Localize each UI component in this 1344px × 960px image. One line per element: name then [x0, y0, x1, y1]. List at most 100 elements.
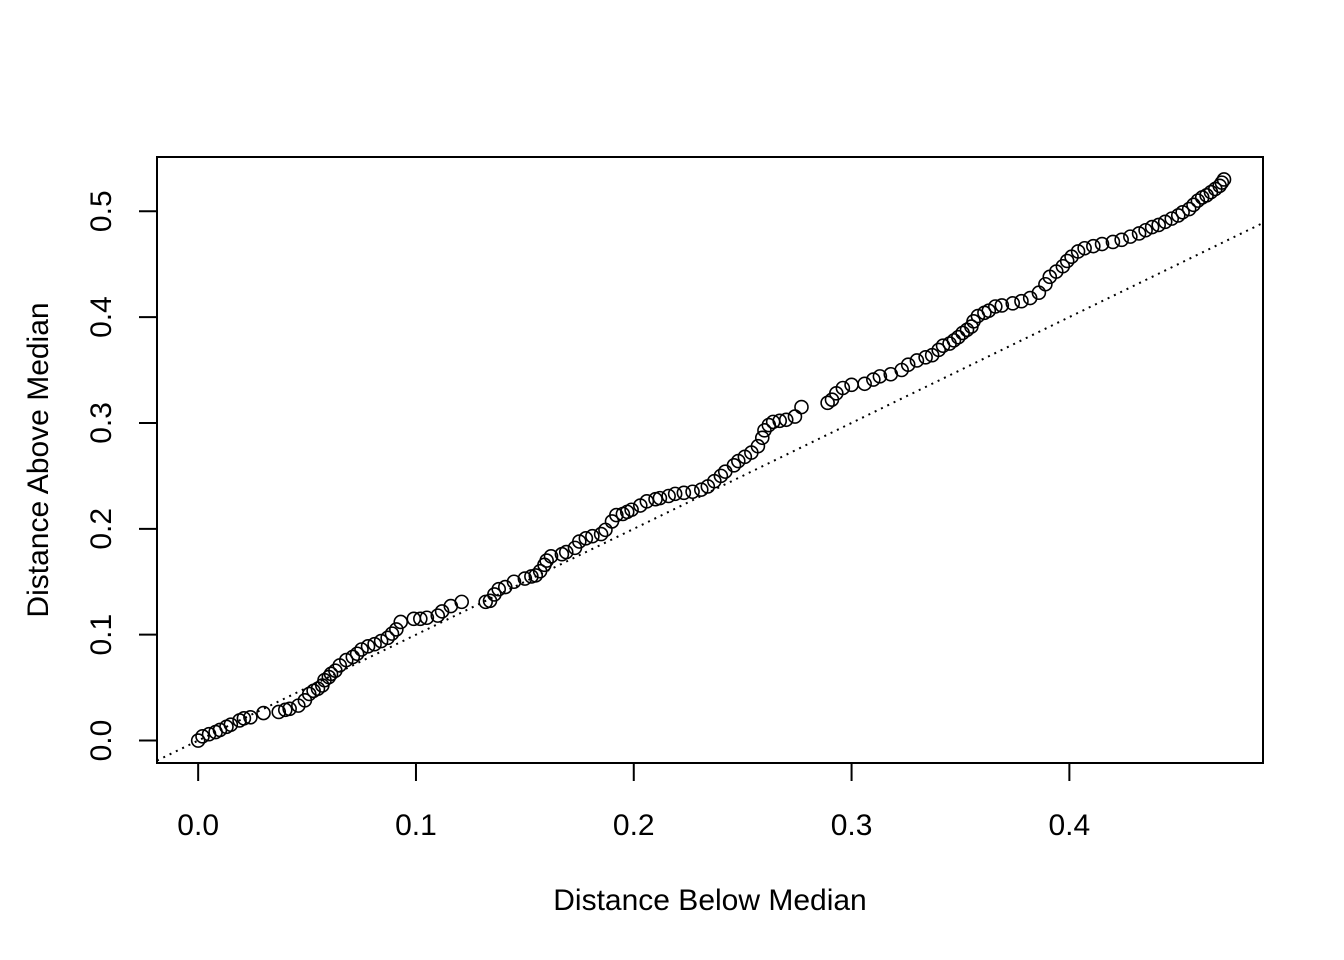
data-point	[1105, 234, 1121, 250]
y-tick-label: 0.1	[85, 614, 118, 656]
data-point	[685, 484, 700, 500]
data-point	[349, 646, 365, 662]
data-point	[419, 610, 435, 626]
data-point	[988, 299, 1003, 314]
data-point	[772, 413, 787, 429]
data-point	[593, 526, 609, 542]
data-point	[373, 633, 389, 649]
y-tick-label: 0.3	[85, 402, 118, 444]
data-point	[1175, 204, 1190, 220]
data-point	[757, 423, 772, 438]
data-point	[918, 350, 933, 365]
data-point	[946, 333, 962, 348]
data-point	[384, 626, 400, 641]
data-point	[256, 705, 271, 721]
data-point	[1131, 226, 1147, 241]
data-point	[667, 486, 683, 502]
data-point	[794, 399, 809, 415]
data-point	[1151, 217, 1166, 233]
data-point	[872, 369, 888, 384]
data-point	[380, 630, 395, 646]
points-group	[190, 172, 1232, 748]
data-point	[413, 611, 428, 627]
x-axis-label: Distance Below Median	[553, 884, 867, 917]
data-point	[844, 377, 859, 393]
data-point	[328, 663, 343, 678]
data-point	[389, 622, 404, 637]
data-point	[585, 528, 600, 544]
data-point	[661, 488, 676, 504]
data-point	[517, 571, 533, 586]
data-point	[487, 587, 502, 602]
data-point	[223, 717, 239, 732]
data-point	[195, 729, 210, 744]
x-tick-label: 0.3	[831, 809, 873, 842]
data-point	[454, 594, 470, 610]
data-point	[572, 534, 587, 549]
y-axis: 0.0 0.1 0.2 0.3 0.4 0.5	[85, 190, 158, 762]
data-point	[726, 457, 742, 473]
data-point	[909, 353, 925, 368]
data-point	[354, 642, 369, 657]
x-axis: 0.0 0.1 0.2 0.3 0.4	[177, 762, 1091, 842]
data-point	[820, 395, 835, 411]
data-point	[1114, 232, 1129, 248]
data-point	[543, 549, 559, 564]
data-point	[578, 531, 594, 546]
data-point	[528, 568, 544, 583]
data-point	[393, 614, 409, 630]
data-point	[1070, 244, 1086, 259]
data-point	[931, 342, 946, 358]
data-point	[1144, 219, 1160, 235]
data-point	[609, 507, 624, 523]
data-point	[1181, 201, 1197, 217]
data-point	[345, 649, 361, 665]
data-point	[282, 701, 297, 717]
data-point	[787, 409, 803, 424]
data-point	[1138, 222, 1153, 238]
y-tick-label: 0.5	[85, 190, 118, 232]
data-point	[950, 329, 966, 345]
data-point	[1164, 211, 1180, 226]
data-point	[367, 636, 382, 652]
data-point	[866, 372, 881, 387]
data-point	[754, 430, 770, 446]
y-tick-label: 0.2	[85, 508, 118, 550]
data-point	[1216, 172, 1232, 187]
y-tick-label: 0.0	[85, 720, 118, 762]
data-point	[491, 581, 507, 597]
data-point	[506, 574, 522, 590]
x-tick-label: 0.4	[1049, 809, 1091, 842]
data-point	[1038, 276, 1053, 292]
data-point	[750, 438, 766, 454]
y-axis-label: Distance Above Median	[22, 302, 55, 617]
data-point	[1086, 238, 1101, 254]
data-point	[1157, 214, 1173, 230]
data-point	[624, 502, 639, 518]
data-point	[693, 482, 709, 497]
data-point	[994, 298, 1010, 313]
data-point	[966, 314, 981, 329]
data-point	[539, 553, 554, 568]
data-point	[1123, 229, 1138, 244]
data-point	[1186, 197, 1201, 213]
data-point	[778, 412, 794, 428]
data-point	[959, 322, 975, 338]
x-tick-label: 0.2	[613, 809, 655, 842]
data-point	[900, 357, 916, 373]
data-point	[1077, 240, 1092, 256]
data-point	[236, 711, 252, 726]
data-point	[713, 468, 729, 484]
data-point	[430, 608, 446, 623]
data-point	[558, 544, 574, 560]
data-point	[338, 652, 354, 668]
data-point	[857, 376, 872, 392]
data-point	[835, 380, 851, 396]
data-point	[1014, 293, 1029, 309]
data-point	[1005, 296, 1021, 311]
data-point	[676, 485, 692, 501]
data-point	[243, 709, 258, 725]
y-tick-label: 0.4	[85, 296, 118, 338]
data-point	[323, 666, 339, 682]
